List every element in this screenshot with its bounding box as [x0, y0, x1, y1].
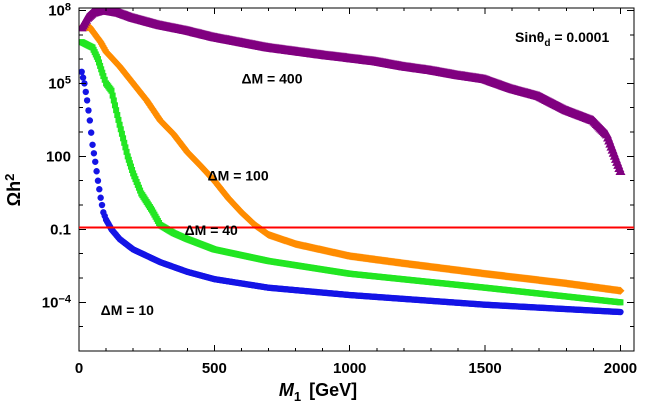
data-point — [85, 107, 92, 114]
data-point — [98, 201, 106, 209]
y-tick-exponent: −4 — [58, 293, 71, 305]
x-axis-title-subscript: 1 — [294, 389, 301, 404]
data-point — [110, 97, 117, 104]
data-point — [93, 168, 100, 175]
data-point — [109, 92, 116, 99]
series-label-4: ΔM = 400 — [241, 70, 302, 86]
series-4 — [79, 8, 626, 176]
series-layer — [79, 8, 626, 316]
data-point — [123, 148, 130, 155]
series-label-3: ΔM = 100 — [208, 168, 269, 184]
data-point — [117, 126, 124, 133]
data-point — [125, 156, 132, 163]
x-axis-title-main: M — [279, 380, 295, 400]
data-point — [111, 102, 118, 109]
x-axis-title-unit: [GeV] — [309, 380, 357, 400]
data-point — [87, 129, 95, 136]
data-point — [97, 194, 104, 201]
data-point — [83, 97, 91, 104]
data-point — [113, 107, 120, 114]
y-axis-title-superscript: 2 — [2, 174, 17, 181]
data-point — [124, 153, 131, 160]
data-point — [96, 186, 103, 193]
data-point — [616, 286, 625, 295]
data-point — [79, 68, 85, 76]
data-point — [121, 139, 128, 146]
data-point — [97, 62, 104, 69]
data-point — [120, 135, 127, 142]
data-point — [101, 76, 108, 83]
series-2 — [79, 39, 624, 306]
y-tick-exponent: 8 — [65, 1, 71, 13]
x-tick-label: 500 — [202, 360, 227, 377]
data-point — [127, 163, 134, 170]
y-tick-label: 10−4 — [42, 293, 72, 311]
annotation-label: Sinθd = 0.0001 — [515, 29, 609, 49]
series-label-1: ΔM = 10 — [101, 302, 154, 318]
y-tick-base: 10 — [48, 2, 65, 19]
data-point — [116, 121, 123, 128]
data-point — [617, 308, 624, 316]
x-tick-label: 1000 — [333, 360, 366, 377]
y-tick-base: 10 — [42, 294, 59, 311]
data-point — [89, 141, 96, 148]
data-point — [92, 158, 99, 165]
y-tick-label: 0.1 — [50, 221, 71, 238]
x-tick-label: 2000 — [604, 360, 637, 377]
series-label-2: ΔM = 40 — [185, 222, 238, 238]
data-point — [617, 299, 624, 306]
y-axis-title: Ωh2 — [2, 174, 24, 207]
data-point — [615, 166, 626, 176]
data-point — [114, 112, 121, 119]
data-point — [115, 116, 122, 123]
annotation-subscript: d — [544, 38, 550, 49]
data-point — [100, 73, 107, 80]
data-point — [90, 150, 98, 157]
data-point — [82, 88, 89, 96]
data-point — [108, 87, 115, 94]
series-label-layer: ΔM = 10 ΔM = 40 ΔM = 100 ΔM = 400 — [101, 70, 303, 318]
data-point — [99, 69, 106, 76]
y-tick-label: 108 — [48, 1, 71, 19]
data-point — [94, 56, 101, 63]
series-3 — [79, 23, 625, 295]
y-tick-label: 100 — [46, 148, 71, 165]
data-point — [96, 59, 103, 66]
y-tick-exponent: 5 — [65, 74, 71, 86]
data-point — [79, 74, 87, 81]
data-point — [86, 117, 94, 124]
data-point — [126, 160, 133, 167]
annotation-main: Sinθ — [515, 29, 544, 45]
x-tick-label: 1500 — [468, 360, 501, 377]
y-tick-base: 10 — [48, 75, 65, 92]
data-point — [122, 144, 129, 151]
x-axis-title: M1 [GeV] — [279, 380, 357, 404]
data-point — [98, 66, 105, 73]
data-point — [94, 177, 102, 184]
data-point — [129, 166, 136, 173]
x-tick-label: 0 — [75, 360, 83, 377]
y-axis-title-main: Ωh — [4, 181, 24, 206]
series-1 — [79, 68, 624, 316]
annotation-value: = 0.0001 — [550, 29, 609, 45]
y-tick-label: 105 — [48, 74, 71, 92]
data-point — [118, 130, 125, 137]
